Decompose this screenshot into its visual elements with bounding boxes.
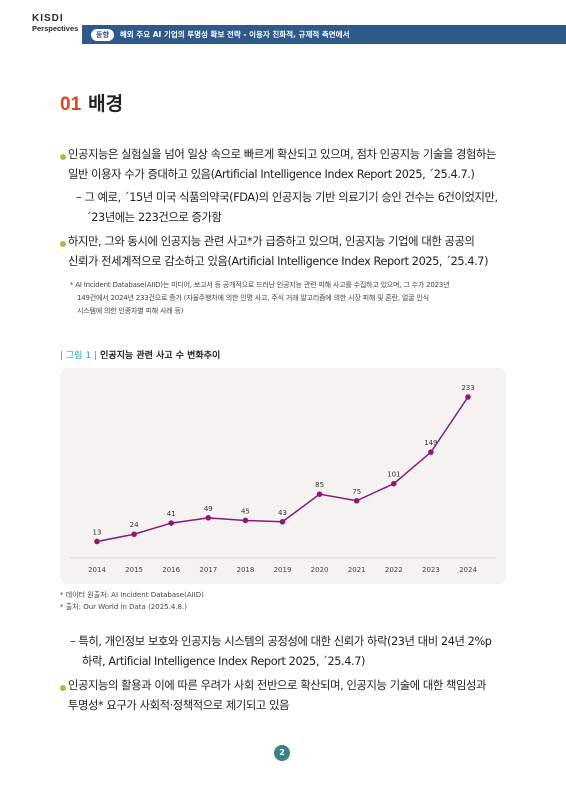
data-point	[391, 480, 397, 487]
data-label: 49	[204, 505, 213, 513]
paragraph-line: 신뢰가 전세계적으로 감소하고 있음(Artificial Intelligen…	[68, 255, 489, 268]
data-source: * 데이터 원출처: AI Incident Database(AIID)	[60, 591, 204, 599]
page-number: 2	[274, 745, 290, 761]
category-badge: 동향	[91, 28, 114, 41]
x-tick-label: 2018	[236, 566, 254, 574]
paragraph-line: 하지만, 그와 동시에 인공지능 관련 사고*가 급증하고 있으며, 인공지능 …	[68, 235, 475, 248]
x-tick-label: 2024	[459, 566, 477, 574]
data-label: 24	[130, 521, 139, 529]
report-title: 해외 주요 AI 기업의 투명성 확보 전략 - 이용자 친화적, 규제적 측면…	[119, 30, 350, 39]
data-label: 101	[387, 471, 400, 479]
data-label: 149	[424, 439, 437, 447]
footnote-line: 149건에서 2024년 233건으로 증가 (자율주행차에 의한 인명 사고,…	[77, 294, 429, 302]
paragraph-line: 투명성* 요구가 사회적·정책적으로 제기되고 있음	[68, 699, 290, 712]
x-tick-label: 2016	[162, 566, 180, 574]
x-tick-label: 2014	[88, 566, 106, 574]
bullet-dot	[60, 241, 66, 247]
data-label: 41	[167, 510, 176, 518]
x-tick-label: 2020	[311, 566, 329, 574]
section-title: 배경	[88, 93, 124, 115]
data-point	[428, 449, 434, 455]
section-heading: 01 배경	[60, 92, 123, 117]
figure-title: 인공지능 관련 사고 수 변화추이	[100, 351, 221, 361]
section-number: 01	[60, 94, 82, 115]
logo-wordmark: KISDI	[32, 13, 64, 24]
data-label: 45	[241, 507, 250, 515]
chart-source: * 출처: Our World in Data (2025.4.8.)	[60, 603, 187, 611]
data-label: 233	[461, 384, 474, 392]
data-point	[279, 518, 286, 525]
data-point	[316, 491, 323, 497]
data-label: 85	[315, 481, 324, 489]
data-point	[131, 531, 137, 538]
sub-point-line: ´23년에는 223건으로 증가함	[86, 211, 222, 224]
data-label: 43	[278, 509, 287, 517]
x-tick-label: 2019	[274, 566, 292, 574]
figure-caption: | 그림 1 | 인공지능 관련 사고 수 변화추이	[60, 350, 220, 362]
x-tick-label: 2022	[385, 566, 403, 574]
x-tick-label: 2023	[422, 566, 440, 574]
page-header: KISDI Perspectives 동향 해외 주요 AI 기업의 투명성 확…	[0, 0, 566, 44]
paragraph-line: 인공지능의 활용과 이에 따른 우려가 사회 전반으로 확산되며, 인공지능 기…	[68, 679, 487, 692]
data-point	[94, 538, 100, 545]
data-label: 13	[93, 528, 102, 536]
footnote-line: 시스템에 의한 인종차별 피해 사례 등)	[77, 307, 184, 315]
data-point	[205, 515, 212, 521]
kisdi-logo: KISDI Perspectives	[32, 14, 92, 33]
figure-label: | 그림 1 |	[60, 351, 97, 361]
x-tick-label: 2017	[199, 566, 217, 574]
sub-point-line: – 그 예로, ´15년 미국 식품의약국(FDA)의 인공지능 기반 의료기기…	[76, 191, 498, 204]
sub-point-line: 하락, Artificial Intelligence Index Report…	[82, 655, 365, 668]
paragraph-line: 인공지능은 실험실을 넘어 일상 속으로 빠르게 확산되고 있으며, 점차 인공…	[68, 148, 497, 161]
x-tick-label: 2021	[348, 566, 366, 574]
data-label: 75	[352, 488, 361, 496]
bullet-dot	[60, 154, 66, 160]
paragraph-line: 일반 이용자 수가 증대하고 있음(Artificial Intelligenc…	[68, 168, 475, 181]
chart-canvas: 13 24 41 49 45 43 85 75 101 149 233 2014 2015 2016 201…	[70, 384, 496, 574]
data-point	[465, 394, 471, 400]
data-point	[242, 517, 249, 524]
bullet-dot	[60, 685, 66, 691]
x-tick-label: 2015	[125, 566, 143, 574]
data-point	[353, 497, 360, 504]
line-chart: 13 24 41 49 45 43 85 75 101 149 233 2014 2015 2016 201…	[60, 368, 506, 584]
header-banner: 동향 해외 주요 AI 기업의 투명성 확보 전략 - 이용자 친화적, 규제적…	[82, 25, 566, 44]
footnote-line: * AI Incident Database(AIID)는 미디어, 보고서 등…	[70, 281, 450, 289]
sub-point-line: – 특히, 개인정보 보호와 인공지능 시스템의 공정성에 대한 신뢰가 하락(…	[70, 635, 492, 648]
logo-subtitle: Perspectives	[32, 24, 79, 33]
data-point	[168, 520, 174, 526]
